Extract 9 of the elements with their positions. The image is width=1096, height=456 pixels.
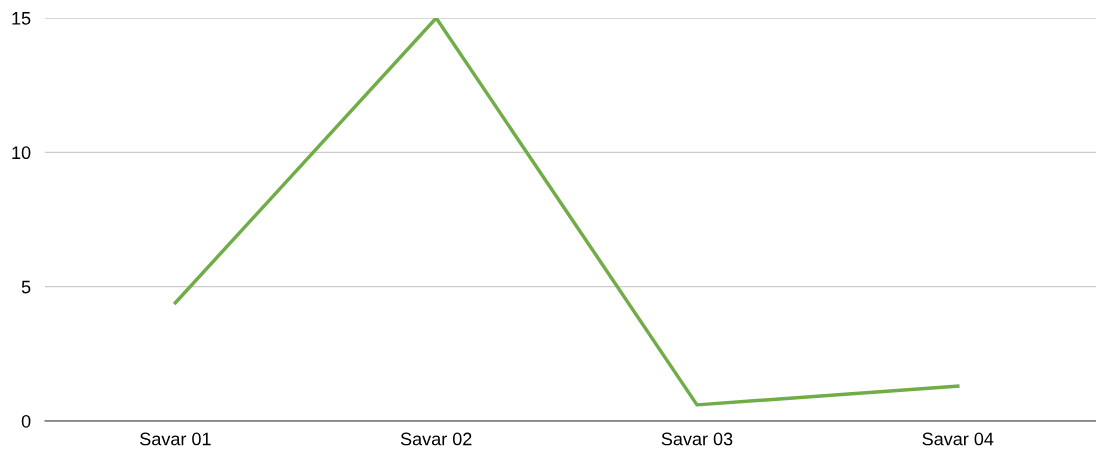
y-tick-label: 5 (21, 280, 31, 294)
y-tick-label: 15 (12, 12, 31, 25)
x-tick-label: Savar 01 (140, 432, 211, 446)
x-tick-label: Savar 02 (400, 432, 472, 446)
x-tick-label: Savar 04 (922, 432, 994, 446)
x-tick-label: Savar 03 (661, 432, 733, 446)
line-series (173, 18, 960, 407)
y-tick-label: 0 (21, 414, 31, 428)
y-tick-label: 10 (12, 146, 31, 160)
